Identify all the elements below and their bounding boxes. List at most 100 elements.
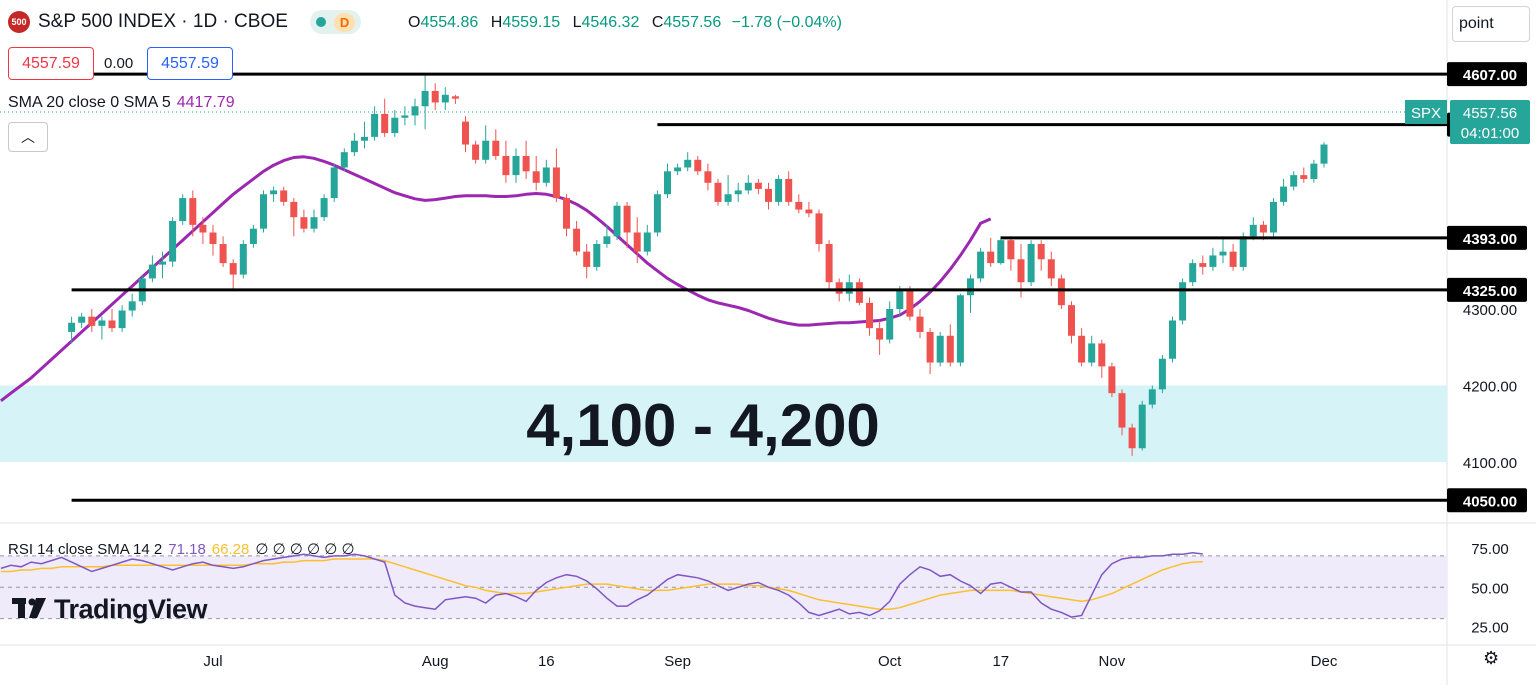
candle [1229,243,1237,271]
candle [1108,362,1116,397]
candle-body [128,301,136,311]
sma-line [0,155,992,402]
candle [401,106,409,126]
candle-body [88,316,96,326]
candle [684,152,692,172]
rsi-legend[interactable]: RSI 14 close SMA 14 2 71.18 66.28 ∅ ∅ ∅ ∅ ∅… [8,540,355,558]
candle-body [270,190,278,195]
candle [1320,142,1328,168]
candle [532,156,540,191]
candle [623,201,631,248]
candle-body [623,205,631,233]
low-value: 4546.32 [581,14,640,31]
symbol-tag-bg [1405,99,1447,124]
candle [1290,171,1298,191]
candle [1057,274,1065,309]
candle-body [320,198,328,218]
candle-body [866,302,873,329]
candle-body [532,171,540,183]
candle-body [684,159,692,168]
open-value: 4554.86 [420,14,479,31]
market-status-pill[interactable]: D [309,10,362,34]
candle-body [330,167,338,199]
candle-body [260,194,267,229]
price-unit-button[interactable]: point [1452,6,1530,42]
candle-body [249,228,257,244]
candle [1068,301,1075,344]
candle [260,190,267,233]
candle [108,309,116,332]
candle-body [1098,343,1106,367]
collapse-legend-button[interactable]: ︿ [8,122,48,152]
gear-icon[interactable]: ⚙ [1483,648,1500,668]
symbol-title[interactable]: S&P 500 INDEX · 1D · CBOE [38,11,288,32]
candle-body [1169,320,1176,359]
candle [1219,236,1227,264]
candle [906,286,914,321]
candle-body [1320,144,1328,164]
candle [552,148,560,202]
spread-value: 0.00 [104,55,134,72]
rsi-tick-label: 50.00 [1471,580,1509,597]
x-tick-label: Aug [422,653,449,670]
candle [643,224,651,256]
support-zone-label: 4,100 - 4,200 [526,392,880,459]
last-price-value: 4557.56 [1463,105,1517,122]
candle [472,140,480,164]
tradingview-logo[interactable]: TradingView [12,594,208,625]
level-label-text: 4393.00 [1463,231,1517,248]
candle-body [371,113,379,137]
candle-body [512,156,520,176]
candle-body [1239,236,1247,267]
candle [381,98,389,137]
candle [128,293,136,317]
candle-body [785,178,793,202]
candle-body [361,136,368,141]
candle-body [239,243,247,275]
candle-body [694,159,702,172]
candle-body [482,140,490,160]
candle [926,328,934,375]
candle-body [805,209,813,214]
candle-body [340,152,348,168]
candle-body [1290,175,1298,187]
candle-body [664,171,671,195]
candle [886,301,894,344]
candle [613,201,621,241]
sell-button[interactable]: 4557.59 [8,47,94,80]
candle [310,209,318,233]
support-zone [0,385,1447,462]
candle-body [1047,259,1055,279]
candle [462,116,469,153]
candle [391,110,399,137]
candle-body [300,217,308,229]
candle-body [825,243,833,283]
candle [88,309,96,332]
buy-button[interactable]: 4557.59 [147,47,233,80]
candle-body [1229,251,1237,267]
candle [1280,178,1288,206]
candle-body [936,335,944,363]
candle [1199,255,1207,275]
candle-body [522,156,530,172]
candle [371,106,379,141]
candle-body [855,282,863,303]
candle-body [633,232,641,252]
rsi-tick-label: 75.00 [1471,541,1509,558]
candle-body [653,194,661,233]
candle-body [674,167,682,172]
candle-body [492,140,500,156]
candle [805,201,813,218]
candle-body [411,106,419,116]
candle-body [552,167,560,199]
candle [411,98,419,126]
symbol-header[interactable]: 500 S&P 500 INDEX · 1D · CBOE D [8,10,362,34]
candle-body [1270,201,1277,233]
x-tick-label: Oct [878,653,902,670]
candle-body [886,309,894,340]
candle-body [199,224,207,233]
sma-legend[interactable]: SMA 20 close 0 SMA 5 4417.79 [8,94,235,112]
candle-body [1179,282,1187,321]
candle-body [148,264,156,279]
